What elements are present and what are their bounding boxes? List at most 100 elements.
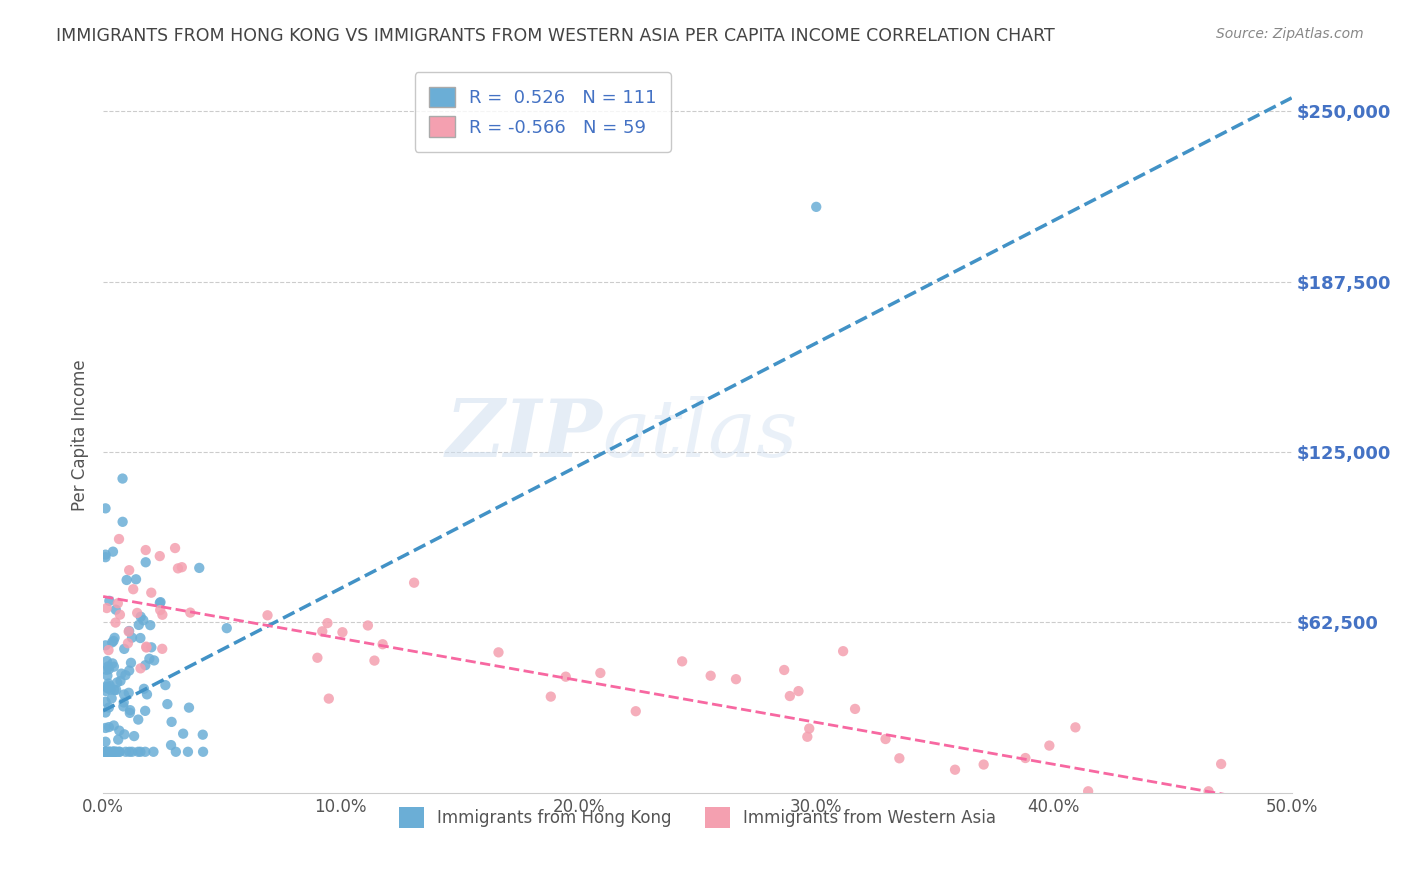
- Point: [103, 659, 125, 673]
- Point: [94, 550, 117, 565]
- Point: [371, 637, 394, 651]
- Point: [1198, 784, 1220, 798]
- Point: [624, 704, 647, 718]
- Point: [96, 745, 118, 759]
- Point: [1038, 739, 1060, 753]
- Point: [101, 635, 124, 649]
- Point: [134, 745, 156, 759]
- Point: [128, 618, 150, 632]
- Point: [191, 745, 214, 759]
- Text: Source: ZipAtlas.com: Source: ZipAtlas.com: [1216, 27, 1364, 41]
- Point: [103, 634, 125, 648]
- Point: [98, 679, 121, 693]
- Point: [799, 722, 821, 736]
- Point: [112, 641, 135, 656]
- Point: [671, 654, 693, 668]
- Point: [165, 541, 187, 555]
- Point: [97, 745, 120, 759]
- Point: [132, 613, 155, 627]
- Point: [104, 603, 127, 617]
- Point: [132, 681, 155, 696]
- Point: [943, 763, 966, 777]
- Point: [844, 702, 866, 716]
- Point: [115, 573, 138, 587]
- Point: [177, 745, 200, 759]
- Point: [179, 606, 201, 620]
- Point: [127, 745, 149, 759]
- Point: [165, 745, 187, 759]
- Point: [94, 745, 117, 759]
- Point: [141, 585, 163, 599]
- Point: [94, 695, 117, 709]
- Point: [589, 665, 612, 680]
- Point: [121, 631, 143, 645]
- Point: [96, 681, 118, 696]
- Point: [332, 625, 354, 640]
- Point: [94, 638, 117, 652]
- Point: [188, 561, 211, 575]
- Point: [103, 745, 125, 759]
- Point: [149, 596, 172, 610]
- Point: [108, 723, 131, 738]
- Point: [311, 624, 333, 639]
- Point: [141, 640, 163, 655]
- Point: [97, 700, 120, 714]
- Point: [191, 728, 214, 742]
- Point: [101, 544, 124, 558]
- Point: [1014, 751, 1036, 765]
- Point: [97, 659, 120, 673]
- Point: [1077, 784, 1099, 798]
- Y-axis label: Per Capita Income: Per Capita Income: [72, 359, 89, 511]
- Point: [134, 704, 156, 718]
- Point: [125, 572, 148, 586]
- Point: [150, 607, 173, 622]
- Point: [318, 691, 340, 706]
- Point: [105, 745, 128, 759]
- Point: [112, 727, 135, 741]
- Point: [973, 757, 995, 772]
- Point: [94, 745, 117, 759]
- Text: IMMIGRANTS FROM HONG KONG VS IMMIGRANTS FROM WESTERN ASIA PER CAPITA INCOME CORR: IMMIGRANTS FROM HONG KONG VS IMMIGRANTS …: [56, 27, 1054, 45]
- Point: [103, 745, 125, 759]
- Point: [787, 684, 810, 698]
- Point: [357, 618, 380, 632]
- Point: [554, 670, 576, 684]
- Point: [98, 745, 121, 759]
- Point: [96, 654, 118, 668]
- Point: [108, 745, 131, 759]
- Point: [120, 703, 142, 717]
- Point: [94, 745, 117, 759]
- Point: [101, 745, 124, 759]
- Point: [118, 563, 141, 577]
- Point: [118, 664, 141, 678]
- Point: [97, 662, 120, 676]
- Point: [215, 621, 238, 635]
- Point: [105, 675, 128, 690]
- Point: [1211, 756, 1233, 771]
- Point: [170, 560, 193, 574]
- Point: [110, 673, 132, 688]
- Point: [94, 548, 117, 562]
- Point: [108, 607, 131, 622]
- Point: [97, 720, 120, 734]
- Point: [107, 732, 129, 747]
- Point: [256, 608, 278, 623]
- Text: ZIP: ZIP: [446, 396, 602, 474]
- Point: [97, 676, 120, 690]
- Point: [94, 684, 117, 698]
- Point: [139, 618, 162, 632]
- Point: [773, 663, 796, 677]
- Point: [100, 745, 122, 759]
- Point: [135, 640, 157, 655]
- Point: [96, 663, 118, 677]
- Point: [112, 688, 135, 702]
- Point: [889, 751, 911, 765]
- Point: [98, 594, 121, 608]
- Point: [488, 645, 510, 659]
- Point: [135, 640, 157, 654]
- Point: [160, 714, 183, 729]
- Point: [100, 691, 122, 706]
- Point: [540, 690, 562, 704]
- Point: [404, 575, 426, 590]
- Point: [120, 656, 142, 670]
